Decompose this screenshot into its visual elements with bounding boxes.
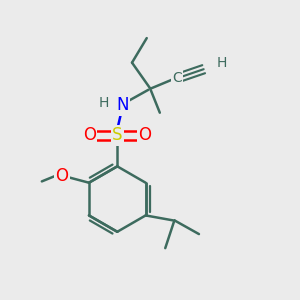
Text: O: O [56, 167, 69, 184]
Text: H: H [99, 96, 110, 110]
Text: N: N [116, 96, 128, 114]
Text: C: C [172, 71, 182, 85]
Text: O: O [139, 126, 152, 144]
Text: H: H [217, 56, 227, 70]
Text: O: O [83, 126, 96, 144]
Text: S: S [112, 126, 122, 144]
